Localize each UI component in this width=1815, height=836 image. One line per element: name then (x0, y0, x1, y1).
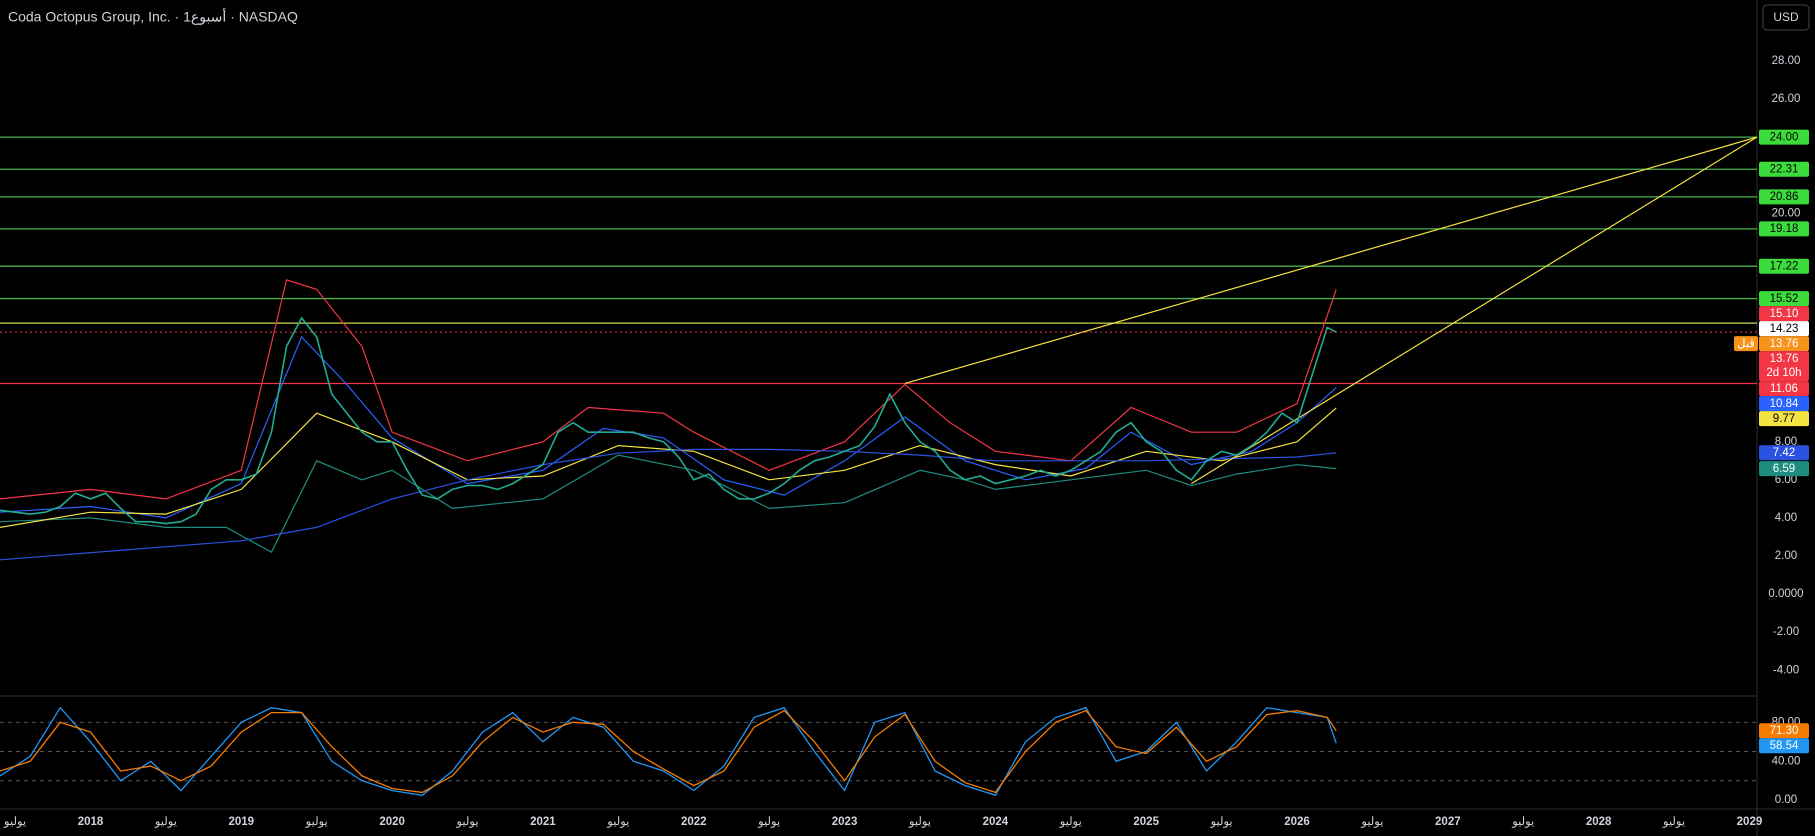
price-label: 6.59 (1773, 463, 1795, 475)
x-tick-label: 2028 (1586, 816, 1612, 828)
trend-line (904, 136, 1757, 385)
x-tick-label: يوليو (1662, 815, 1685, 828)
x-tick-label: يوليو (3, 815, 26, 828)
x-tick-label: 2019 (229, 816, 255, 828)
price-label: 13.76 (1770, 338, 1799, 350)
price-line (0, 316, 1337, 525)
indicator-line (0, 448, 1337, 561)
y-tick-label: 8.00 (1775, 436, 1797, 448)
indicator-line (0, 279, 1337, 500)
price-label-bg (1759, 129, 1809, 145)
price-label-bg (1759, 723, 1809, 739)
x-tick-label: 2027 (1435, 816, 1461, 828)
y-tick-label: 4.00 (1775, 512, 1797, 524)
price-label-bg (1759, 351, 1809, 382)
trend-line (1191, 136, 1757, 485)
indicator-line (0, 454, 1337, 554)
x-tick-label: يوليو (1360, 815, 1383, 828)
price-label: 22.31 (1770, 164, 1799, 176)
y-tick-label: 6.00 (1775, 474, 1797, 486)
x-tick-label: 2020 (379, 816, 405, 828)
price-label: 20.86 (1770, 191, 1799, 203)
price-label: 17.22 (1770, 261, 1799, 273)
indicator-line (0, 407, 1337, 528)
price-label-bg (1759, 321, 1809, 337)
price-label-bg (1759, 336, 1809, 352)
y-tick-label: 0.00 (1775, 794, 1797, 806)
y-tick-label: -4.00 (1773, 664, 1799, 676)
price-label: 15.10 (1770, 308, 1799, 320)
price-label-bg (1759, 461, 1809, 477)
currency-label[interactable]: USD (1773, 10, 1799, 24)
price-label-bg (1759, 258, 1809, 274)
price-label-bg (1759, 189, 1809, 205)
x-tick-label: يوليو (908, 815, 931, 828)
price-label-note: 2d 10h (1766, 367, 1801, 379)
x-tick-label: 2024 (983, 816, 1009, 828)
price-label-bg (1759, 396, 1809, 412)
price-label: 7.42 (1773, 447, 1795, 459)
price-tag: قبل (1737, 337, 1755, 350)
price-label: 11.06 (1770, 383, 1798, 395)
y-tick-label: -2.00 (1773, 626, 1799, 638)
oscillator-line (0, 709, 1337, 794)
x-tick-label: 2023 (832, 816, 858, 828)
x-tick-label: 2026 (1284, 816, 1310, 828)
price-label: 24.00 (1770, 131, 1799, 143)
x-tick-label: يوليو (1210, 815, 1233, 828)
y-tick-label: 2.00 (1775, 550, 1797, 562)
x-tick-label: 2025 (1133, 816, 1159, 828)
x-tick-label: 2029 (1737, 816, 1763, 828)
currency-button[interactable] (1762, 4, 1810, 31)
price-label-bg (1759, 445, 1809, 461)
price-label-bg (1759, 291, 1809, 307)
plot-area (0, 136, 1757, 561)
price-label-bg (1759, 381, 1809, 397)
x-tick-label: يوليو (455, 815, 478, 828)
price-label-bg (1759, 411, 1809, 427)
price-label: 71.30 (1770, 725, 1799, 737)
x-tick-label: يوليو (305, 815, 328, 828)
price-label-bg (1759, 738, 1809, 754)
y-tick-label: 20.00 (1772, 207, 1801, 219)
price-label: 13.76 (1770, 353, 1799, 365)
x-tick-label: 2022 (681, 816, 707, 828)
pane: 28.0026.0020.0012.008.006.004.002.000.00… (0, 55, 1809, 828)
x-tick-label: يوليو (1511, 815, 1534, 828)
price-label-bg (1759, 161, 1809, 177)
indicator-line (0, 335, 1337, 519)
price-label: 15.52 (1770, 293, 1799, 305)
x-tick-label: 2021 (530, 816, 556, 828)
price-label-bg (1759, 306, 1809, 322)
y-tick-label: 40.00 (1772, 755, 1801, 767)
y-tick-label: 26.00 (1772, 93, 1801, 105)
oscillator-line (0, 706, 1337, 797)
price-label: 14.23 (1770, 323, 1799, 335)
x-tick-label: يوليو (1059, 815, 1082, 828)
x-tick-label: 2018 (78, 816, 104, 828)
x-tick-label: يوليو (606, 815, 629, 828)
x-tick-label: يوليو (154, 815, 177, 828)
y-tick-label: 28.00 (1772, 55, 1801, 67)
chart-title: Coda Octopus Group, Inc. · 1أسبوع · NASD… (8, 7, 298, 26)
y-tick-label: 0.0000 (1768, 588, 1803, 600)
price-label: 19.18 (1770, 223, 1799, 235)
price-label: 10.84 (1770, 398, 1799, 410)
price-label-bg (1759, 221, 1809, 237)
price-tag-bg (1734, 336, 1758, 352)
plot-area (0, 706, 1757, 797)
price-label: 9.77 (1773, 413, 1795, 425)
x-tick-label: يوليو (757, 815, 780, 828)
price-label: 58.54 (1770, 740, 1799, 752)
